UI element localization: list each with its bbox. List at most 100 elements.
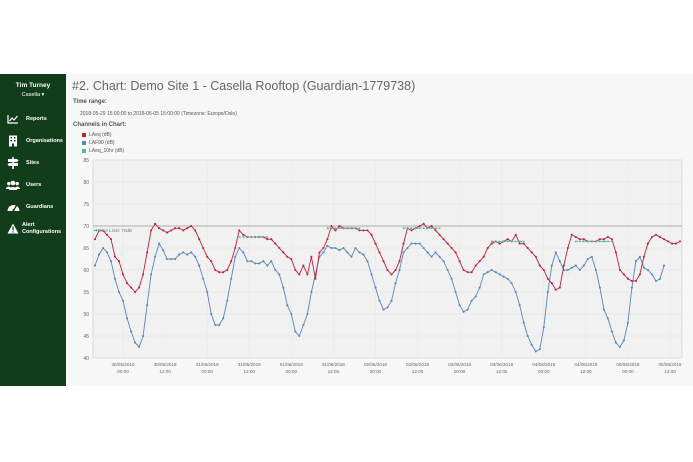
x-tick-label: 02/06/2018 [406,362,429,367]
data-point [234,255,237,258]
data-point [462,268,465,272]
data-point [146,304,149,307]
user-name[interactable]: Tim Turney [15,82,51,89]
data-point [458,304,461,307]
data-point [97,253,101,256]
data-point [498,242,501,245]
data-point [482,255,485,258]
data-point [514,290,517,294]
legend-item-laf90[interactable]: LAF90 (dB) [82,140,115,146]
data-point [518,242,521,245]
data-point [506,240,509,243]
data-point [226,268,229,272]
data-point [490,268,493,272]
x-tick-label: 12:00 [496,369,508,374]
data-point [298,273,301,276]
data-point [242,251,245,254]
data-point [454,290,457,294]
data-point [162,229,165,232]
data-point [466,308,469,311]
sidebar-item-alert-configurations[interactable]: Alert Configurations [6,222,64,244]
data-point [130,330,133,333]
data-point [470,271,473,274]
data-point [450,277,453,280]
data-point [238,246,241,250]
data-point [142,334,145,338]
data-point [474,295,477,298]
data-point [518,304,521,307]
data-point [126,282,129,285]
data-point [394,268,397,272]
data-point [406,227,409,230]
data-point [138,345,141,349]
data-point [578,238,581,241]
data-point [366,260,369,263]
sidebar-item-guardians[interactable]: Guardians [6,198,64,216]
data-point [654,279,658,283]
data-point [606,317,609,320]
data-point [322,246,325,250]
data-point [498,273,501,276]
legend-item-laeq[interactable]: LAeq (dB) [82,132,112,138]
data-point [466,271,469,274]
data-point [318,251,321,254]
data-point [422,222,425,225]
data-point [342,227,345,230]
data-point [121,299,125,302]
sidebar-item-sites[interactable]: Sites [6,154,64,172]
data-point [174,227,177,230]
data-point [101,246,105,250]
building-icon [6,135,20,147]
signpost-icon [6,157,20,169]
data-point [334,246,337,250]
data-point [242,233,245,236]
data-point [170,229,173,232]
data-point [258,236,261,238]
data-point [178,253,181,256]
data-point [330,227,333,230]
sidebar-item-organisations[interactable]: Organisations [6,132,64,150]
data-point [342,246,345,250]
data-point [630,279,633,283]
data-point [182,229,185,232]
org-switcher[interactable]: Casella ▾ [21,92,45,98]
data-point [358,251,361,254]
data-point [370,273,373,276]
data-point [158,242,161,245]
x-tick-label: 30/05/2018 [154,362,177,367]
data-point [622,273,625,276]
data-point [354,227,357,230]
legend-item-laeq-10hr[interactable]: LAeq_10hr (dB) [82,148,124,154]
data-point [434,251,437,254]
data-point [378,251,381,254]
data-point [462,310,465,313]
x-tick-label: 31/05/2018 [238,362,261,367]
page-title: #2. Chart: Demo Site 1 - Casella Rooftop… [72,79,416,93]
data-point [338,249,341,252]
data-point [402,251,405,254]
data-point [534,255,537,258]
data-point [302,264,305,267]
data-point [618,345,621,349]
data-point [418,227,421,230]
data-point [634,279,637,283]
data-point [326,227,329,230]
sidebar-item-reports[interactable]: Reports [6,110,64,128]
data-point [294,330,297,333]
data-point [117,260,121,263]
data-point [254,262,257,265]
legend-swatch [82,149,86,153]
x-tick-label: 03/06/2018 [490,362,513,367]
x-tick-label: 05/06/2018 [616,362,639,367]
x-tick-label: 12:00 [412,369,424,374]
data-point [214,323,217,327]
data-point [662,238,666,241]
data-point [290,312,293,316]
data-point [330,246,333,250]
data-point [198,264,201,267]
sidebar-item-users[interactable]: Users [6,176,64,194]
data-point [326,238,329,241]
data-point [434,227,437,230]
data-point [614,341,617,344]
data-point [218,271,221,274]
